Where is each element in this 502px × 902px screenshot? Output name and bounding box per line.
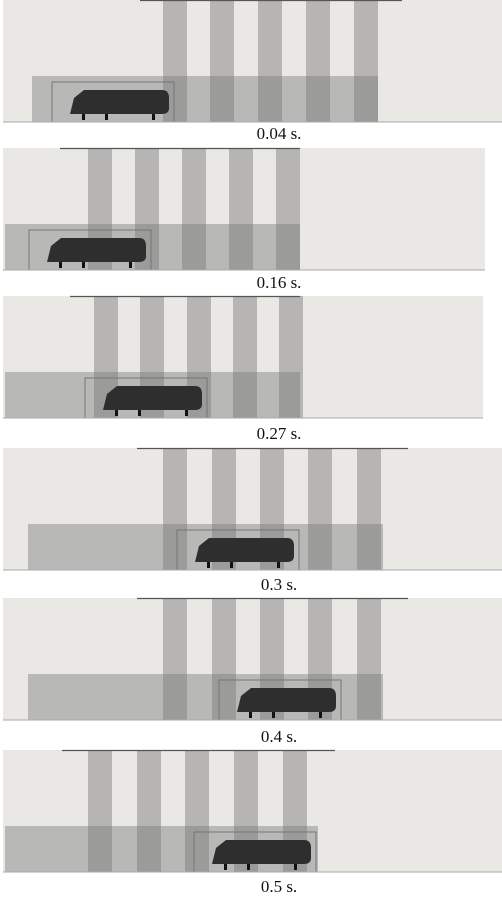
- stripe: [137, 750, 161, 872]
- stripe: [308, 448, 332, 570]
- caption: 0.27 s.: [257, 424, 302, 443]
- caption: 0.3 s.: [261, 575, 297, 594]
- frame: [3, 448, 502, 570]
- caption: 0.04 s.: [257, 124, 302, 143]
- stripe: [306, 0, 330, 122]
- stripe: [279, 296, 303, 418]
- frame: [3, 598, 502, 720]
- figure: 0.04 s. 0.16 s. 0.27 s. 0.3 s. 0.4 s. 0.5 s.: [0, 0, 502, 902]
- stripe: [88, 750, 112, 872]
- stripe: [163, 598, 187, 720]
- vehicle: [195, 538, 294, 562]
- frame: [3, 296, 483, 418]
- wheel: [152, 114, 155, 120]
- stripe: [182, 148, 206, 270]
- stripe: [357, 448, 381, 570]
- wheel: [272, 712, 275, 718]
- vehicle: [47, 238, 146, 262]
- vehicle: [212, 840, 311, 864]
- vehicle: [70, 90, 169, 114]
- frame: [3, 750, 502, 872]
- stripe: [212, 598, 236, 720]
- frame: [3, 0, 502, 122]
- stripe: [229, 148, 253, 270]
- wheel: [129, 262, 132, 268]
- wheel: [82, 262, 85, 268]
- wheel: [224, 864, 227, 870]
- wheel: [247, 864, 250, 870]
- wheel: [319, 712, 322, 718]
- stripe: [233, 296, 257, 418]
- wheel: [59, 262, 62, 268]
- stripe: [210, 0, 234, 122]
- stripe: [276, 148, 300, 270]
- wheel: [230, 562, 233, 568]
- caption: 0.16 s.: [257, 273, 302, 292]
- wheel: [207, 562, 210, 568]
- vehicle: [237, 688, 336, 712]
- stripe: [354, 0, 378, 122]
- wheel: [249, 712, 252, 718]
- caption: 0.4 s.: [261, 727, 297, 746]
- wheel: [105, 114, 108, 120]
- frame: [3, 148, 485, 270]
- wheel: [294, 864, 297, 870]
- vehicle: [103, 386, 202, 410]
- caption: 0.5 s.: [261, 877, 297, 896]
- stripe: [163, 448, 187, 570]
- wheel: [138, 410, 141, 416]
- stripe: [258, 0, 282, 122]
- stripe: [357, 598, 381, 720]
- stripe: [185, 750, 209, 872]
- wheel: [277, 562, 280, 568]
- wheel: [82, 114, 85, 120]
- wheel: [185, 410, 188, 416]
- wheel: [115, 410, 118, 416]
- page: 0.04 s.0.16 s.0.27 s.0.3 s.0.4 s.0.5 s. …: [0, 0, 502, 902]
